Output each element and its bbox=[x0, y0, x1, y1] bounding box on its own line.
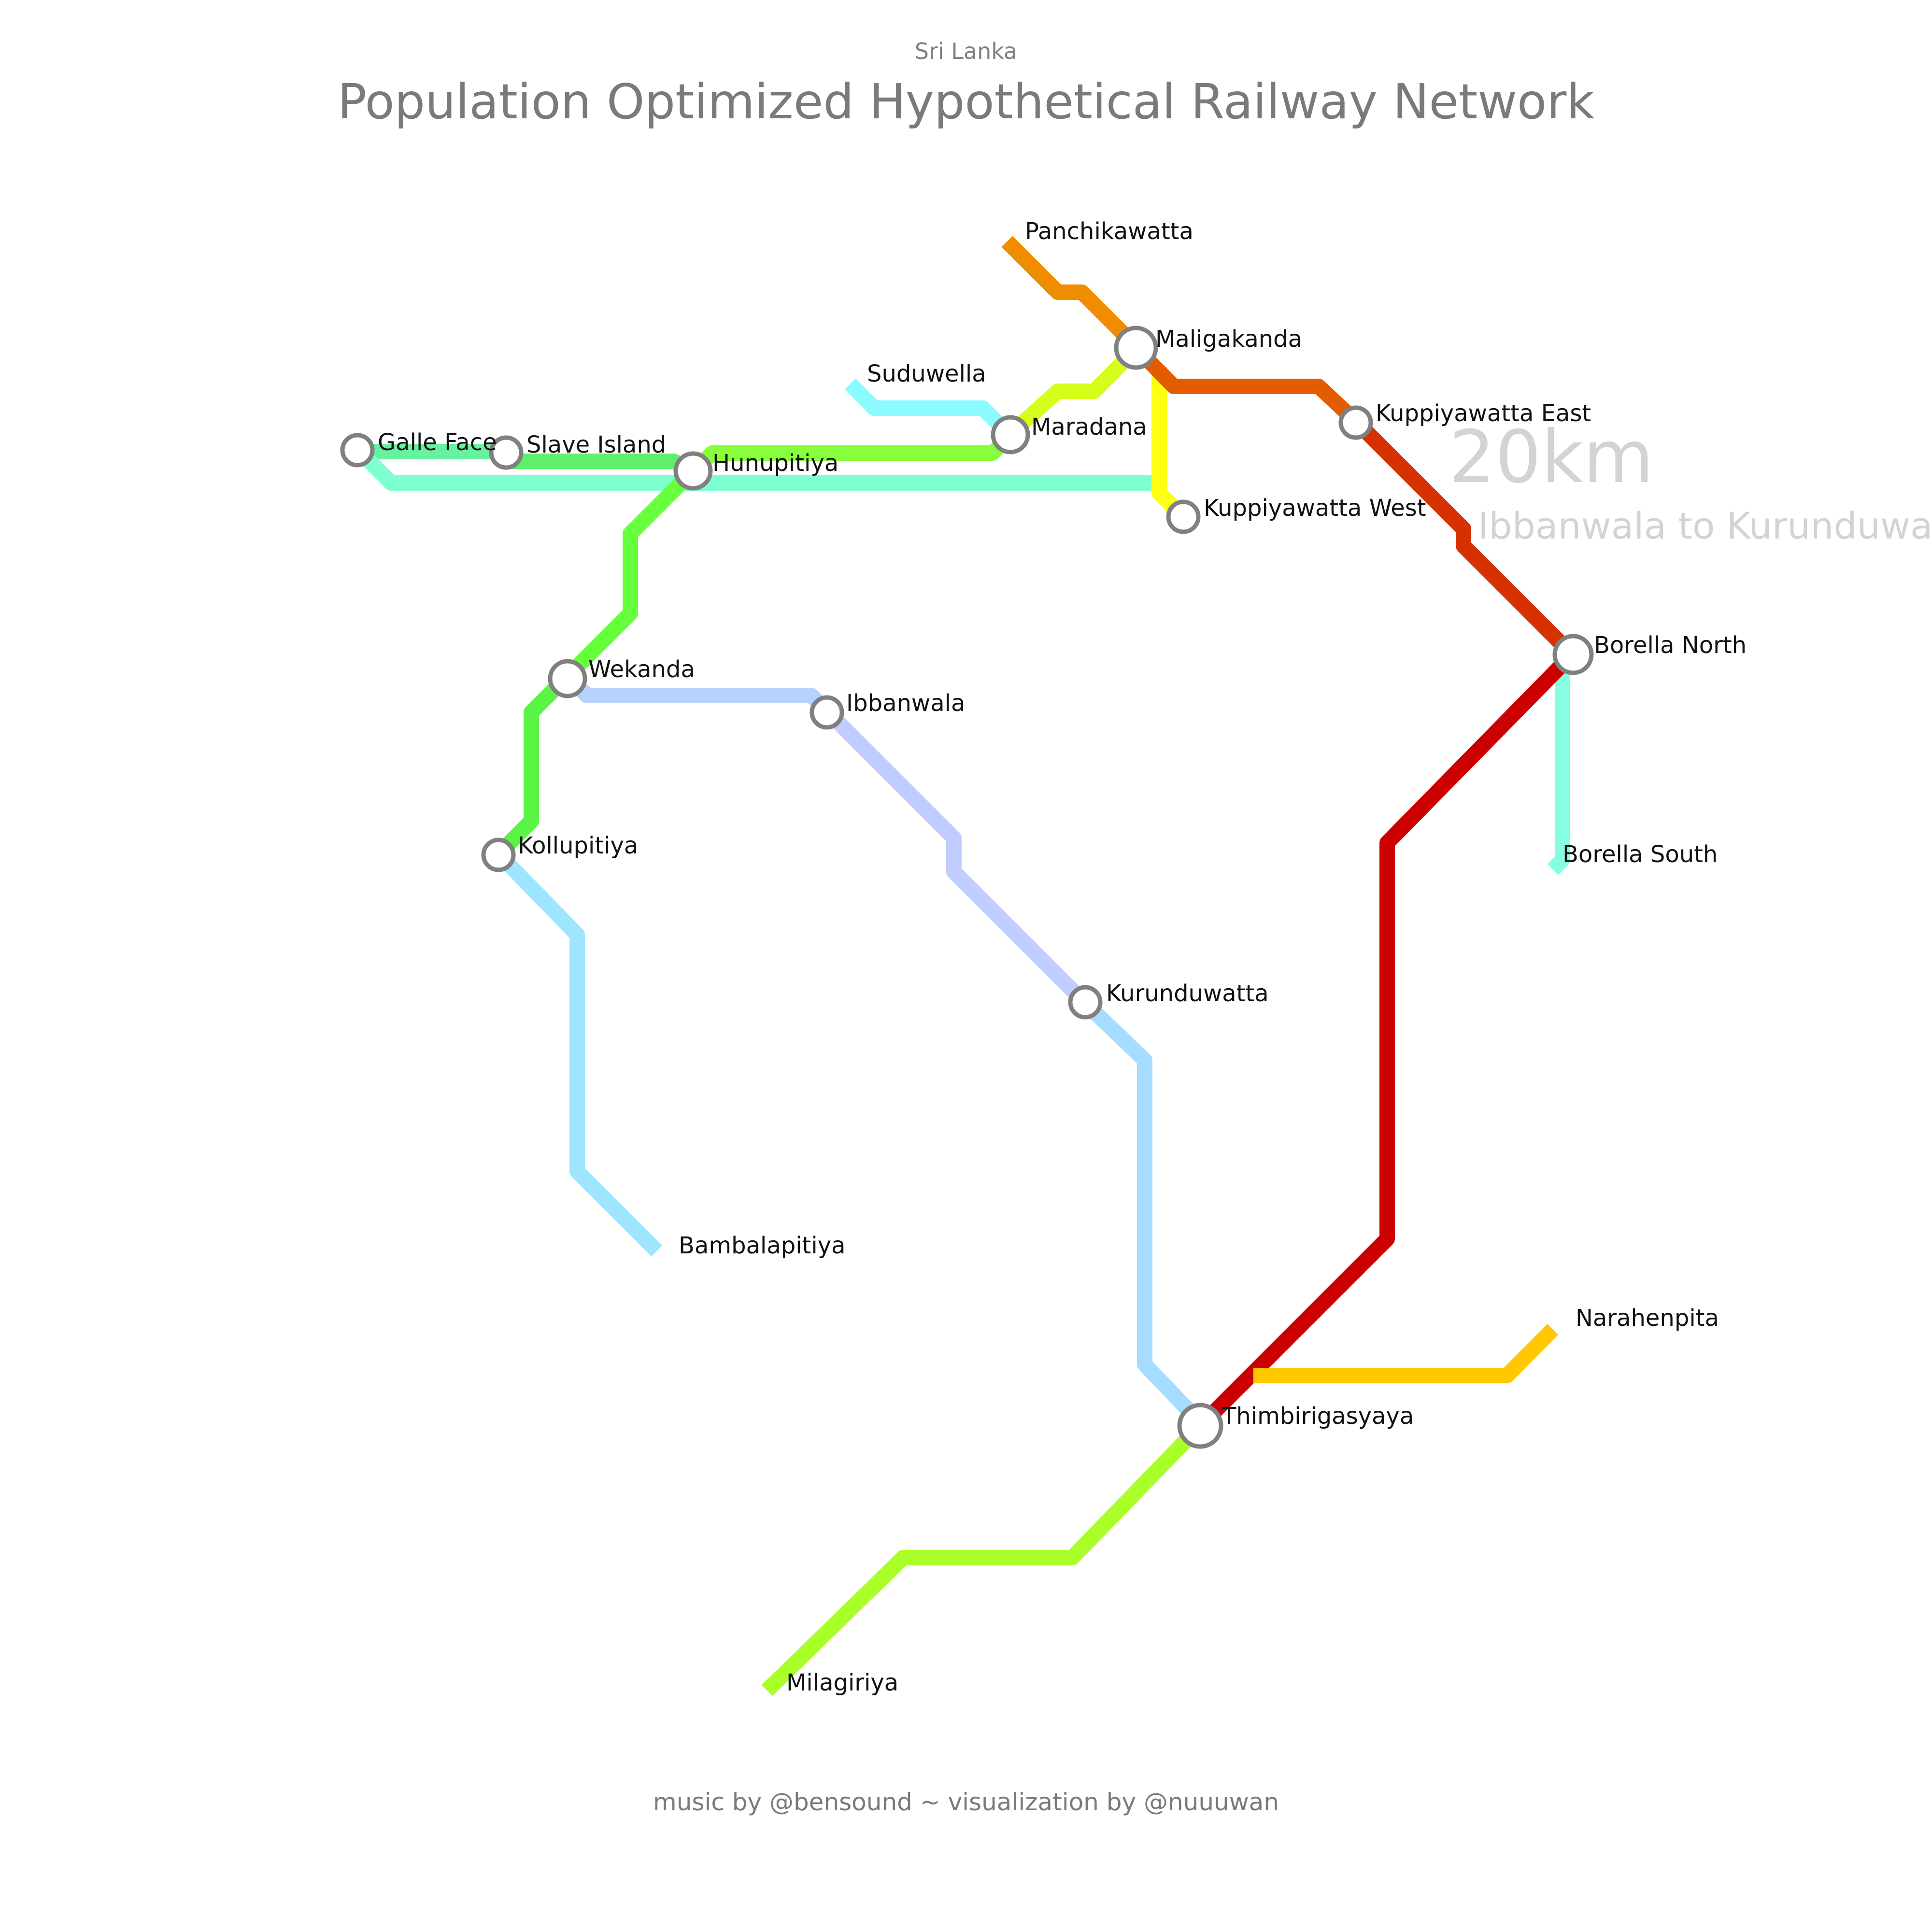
line-thimbirigasyaya-narahenpita bbox=[1253, 1323, 1559, 1383]
station-label-kurunduwatta: Kurunduwatta bbox=[1106, 980, 1269, 1007]
line-galleface-kuppiyawattawest bbox=[361, 453, 1157, 491]
station-marker-maligakanda[interactable] bbox=[1114, 326, 1158, 370]
line-kurunduwatta-thimbirigasyaya bbox=[1079, 996, 1206, 1428]
station-label-borella-north: Borella North bbox=[1594, 632, 1747, 659]
station-label-narahenpita: Narahenpita bbox=[1576, 1305, 1719, 1332]
line-slaveisland-hunupitiya bbox=[506, 454, 697, 478]
line-maligakanda-kuppiyawattaeast bbox=[1129, 341, 1363, 428]
line-hunupitiya-wekanda bbox=[562, 465, 699, 682]
line-maradana-maligakanda bbox=[1004, 344, 1141, 440]
railway-lines bbox=[357, 236, 1578, 1696]
map-title: Population Optimized Hypothetical Railwa… bbox=[338, 73, 1595, 130]
station-marker-kollupitiya[interactable] bbox=[481, 838, 516, 872]
station-marker-kuppiyawatta-west[interactable] bbox=[1166, 499, 1201, 534]
line-kuppiyawattaeast-borellanorth bbox=[1351, 417, 1578, 660]
station-label-hunupitiya: Hunupitiya bbox=[712, 450, 838, 477]
station-markers bbox=[340, 326, 1594, 1449]
line-ibbanwala-kurunduwatta bbox=[821, 705, 1090, 1008]
distance-readout: 20km bbox=[1449, 415, 1654, 499]
station-marker-wekanda[interactable] bbox=[548, 659, 587, 698]
station-label-ibbanwala: Ibbanwala bbox=[846, 690, 965, 717]
station-label-kuppiyawatta-east: Kuppiyawatta East bbox=[1376, 400, 1591, 427]
line-borellanorth-thimbirigasyaya bbox=[1194, 649, 1578, 1432]
map-subtitle: Sri Lanka bbox=[915, 38, 1018, 64]
station-marker-thimbirigasyaya[interactable] bbox=[1177, 1403, 1223, 1449]
line-panchikawatta-maligakanda bbox=[1001, 236, 1141, 351]
station-marker-borella-north[interactable] bbox=[1552, 634, 1594, 675]
station-marker-kuppiyawatta-east[interactable] bbox=[1338, 405, 1373, 440]
line-thimbirigasyaya-milagiriya bbox=[761, 1420, 1206, 1696]
station-label-thimbirigasyaya: Thimbirigasyaya bbox=[1222, 1403, 1414, 1430]
station-marker-hunupitiya[interactable] bbox=[673, 451, 713, 491]
station-label-maradana: Maradana bbox=[1031, 413, 1147, 440]
line-wekanda-kollupitiya bbox=[493, 670, 573, 860]
station-label-kuppiyawatta-west: Kuppiyawatta West bbox=[1204, 495, 1426, 522]
line-suduwella-maradana bbox=[844, 378, 1015, 440]
line-kollupitiya-bambalapitiya bbox=[493, 848, 663, 1257]
station-label-slave-island: Slave Island bbox=[526, 431, 666, 458]
station-label-wekanda: Wekanda bbox=[588, 656, 695, 683]
station-marker-kurunduwatta[interactable] bbox=[1068, 985, 1103, 1020]
station-label-borella-south: Borella South bbox=[1563, 841, 1718, 868]
station-marker-ibbanwala[interactable] bbox=[810, 695, 844, 730]
station-marker-galle-face[interactable] bbox=[340, 433, 375, 468]
station-label-suduwella: Suduwella bbox=[867, 360, 986, 387]
line-borellanorth-borellasouth bbox=[1547, 662, 1570, 875]
station-labels: Galle Face Slave Island Hunupitiya Suduw… bbox=[378, 218, 1747, 1696]
station-label-panchikawatta: Panchikawatta bbox=[1025, 218, 1193, 245]
station-label-bambalapitiya: Bambalapitiya bbox=[679, 1232, 846, 1259]
route-readout: Ibbanwala to Kurunduwatta bbox=[1478, 504, 1932, 547]
station-label-maligakanda: Maligakanda bbox=[1155, 326, 1302, 353]
station-label-kollupitiya: Kollupitiya bbox=[518, 832, 638, 859]
station-marker-maradana[interactable] bbox=[991, 415, 1030, 455]
station-label-galle-face: Galle Face bbox=[378, 429, 497, 456]
footer-credit: music by @bensound ~ visualization by @n… bbox=[653, 1788, 1279, 1816]
station-marker-slave-island[interactable] bbox=[489, 435, 524, 470]
station-label-milagiriya: Milagiriya bbox=[786, 1669, 898, 1696]
